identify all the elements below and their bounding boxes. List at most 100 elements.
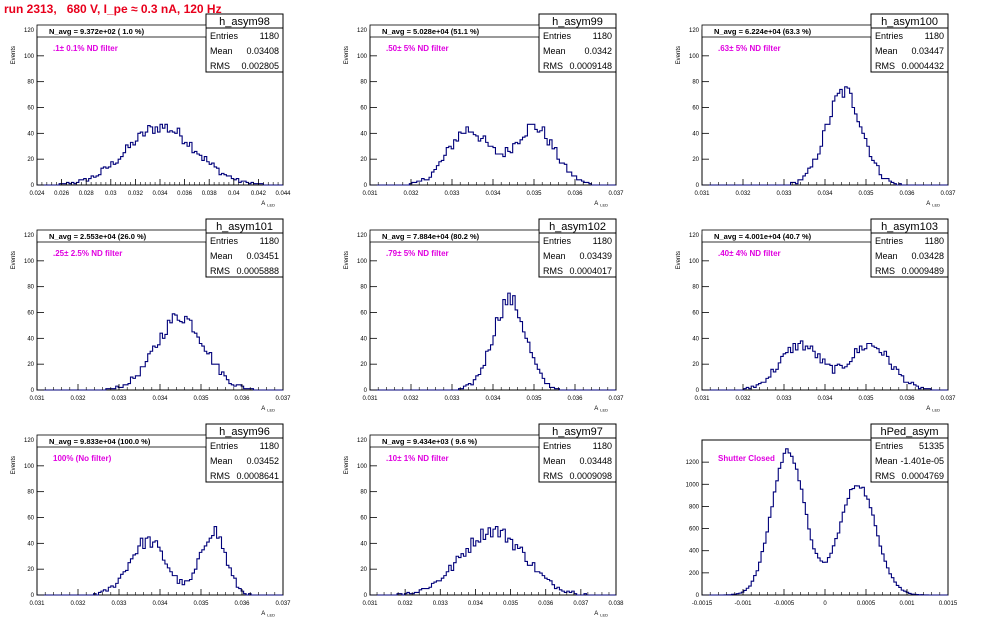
x-tick-label: 0.033 — [444, 396, 460, 402]
panel-h_asym101: 0.031 0.032 0.033 0.034 0.035 0.036 0.037 0 20 40… — [11, 218, 291, 413]
navg-label: N_avg = 4.001e+04 (40.7 %) — [714, 232, 812, 241]
histogram-bins — [37, 123, 283, 186]
x-tick-label: 0.032 — [735, 191, 751, 197]
x-tick-label: 0.031 — [694, 396, 710, 402]
filter-annotation: .79± 5% ND filter — [386, 249, 449, 258]
y-tick-label: 20 — [692, 362, 699, 368]
filter-annotation: .50± 5% ND filter — [386, 44, 449, 53]
filter-annotation: 100% (No filter) — [53, 454, 112, 463]
y-tick-label: 40 — [27, 131, 34, 137]
stats-box — [870, 27, 949, 73]
x-tick-label: 0.034 — [152, 191, 168, 197]
y-tick-label: 0 — [31, 388, 35, 394]
x-tick-label: 0.031 — [362, 396, 378, 402]
stat-value: 1180 — [260, 31, 279, 41]
x-tick-label: 0.033 — [444, 191, 460, 197]
y-tick-label: 400 — [689, 549, 700, 555]
filter-annotation: .1± 0.1% ND filter — [53, 44, 118, 53]
x-tick-label: 0.033 — [111, 601, 127, 607]
y-tick-label: 60 — [360, 516, 367, 522]
x-tick-label: 0.034 — [152, 396, 168, 402]
y-tick-label: 40 — [360, 336, 367, 342]
stat-label: RMS — [875, 61, 895, 71]
x-tick-label: 0.034 — [485, 191, 501, 197]
stat-value: 0.002805 — [241, 61, 279, 71]
y-tick-label: 100 — [24, 259, 35, 265]
x-tick-label: 0 — [823, 601, 827, 607]
panel-h_asym96: 0.031 0.032 0.033 0.034 0.035 0.036 0.037 0 20 40… — [11, 423, 291, 618]
y-tick-label: 0 — [696, 593, 700, 599]
y-tick-label: 20 — [360, 567, 367, 573]
y-axis-label: Events — [11, 456, 17, 474]
y-tick-label: 120 — [357, 438, 368, 444]
y-tick-label: 0 — [31, 183, 35, 189]
histogram-bins — [370, 123, 616, 186]
histogram-bins — [702, 448, 948, 596]
x-tick-label: 0.037 — [573, 601, 589, 607]
y-tick-label: 120 — [357, 233, 368, 239]
x-tick-label: 0.033 — [111, 396, 127, 402]
y-tick-label: 20 — [27, 567, 34, 573]
navg-box — [701, 229, 872, 243]
histogram-name: h_asym101 — [216, 221, 273, 233]
x-axis-label-subscript: LED — [600, 613, 608, 618]
x-tick-label: -0.0005 — [774, 601, 795, 607]
y-tick-label: 40 — [360, 541, 367, 547]
x-tick-label: 0.035 — [858, 396, 874, 402]
navg-label: N_avg = 7.884e+04 (80.2 %) — [382, 232, 480, 241]
y-axis-label: Events — [11, 251, 17, 269]
y-tick-label: 60 — [692, 106, 699, 112]
x-axis-label: A LED — [594, 406, 608, 413]
stat-label: RMS — [543, 61, 563, 71]
x-tick-label: 0.037 — [275, 396, 291, 402]
stat-value: 0.0009148 — [569, 61, 612, 71]
stat-label: Mean — [543, 251, 566, 261]
histogram-bins — [370, 292, 616, 391]
stat-value: 0.0342 — [584, 46, 612, 56]
x-tick-label: 0.037 — [940, 191, 956, 197]
y-axis-label: Events — [344, 251, 350, 269]
x-axis-label: A LED — [261, 611, 275, 618]
stat-label: RMS — [543, 266, 563, 276]
x-tick-label: 0.032 — [403, 191, 419, 197]
navg-box — [36, 24, 207, 38]
y-tick-label: 20 — [27, 157, 34, 163]
y-tick-label: 80 — [27, 80, 34, 86]
y-tick-label: 100 — [689, 54, 700, 60]
stat-value: 1180 — [925, 31, 944, 41]
stat-value: 0.03439 — [579, 251, 612, 261]
y-axis-label: Events — [344, 456, 350, 474]
stat-value: 0.0009098 — [569, 471, 612, 481]
histogram-name: h_asym97 — [552, 426, 603, 438]
x-tick-label: 0.033 — [433, 601, 449, 607]
x-tick-label: 0.032 — [128, 191, 144, 197]
y-tick-label: 40 — [692, 131, 699, 137]
stats-box — [205, 27, 284, 73]
stat-value: 0.0005888 — [236, 266, 279, 276]
x-tick-label: 0.036 — [899, 191, 915, 197]
histogram-name: h_asym98 — [219, 16, 270, 28]
histogram-bins — [702, 86, 948, 186]
x-tick-label: -0.0015 — [692, 601, 713, 607]
stat-label: Entries — [210, 441, 239, 451]
y-tick-label: 60 — [27, 516, 34, 522]
histogram-name: h_asym99 — [552, 16, 603, 28]
histogram-bins — [37, 525, 283, 596]
stat-label: Mean — [875, 251, 898, 261]
y-tick-label: 1000 — [686, 482, 700, 488]
histogram-name: h_asym102 — [549, 221, 606, 233]
stat-label: RMS — [875, 266, 895, 276]
y-tick-label: 40 — [27, 541, 34, 547]
y-tick-label: 80 — [692, 285, 699, 291]
x-tick-label: 0.024 — [29, 191, 45, 197]
x-tick-label: 0.044 — [275, 191, 291, 197]
x-tick-label: 0.0015 — [939, 601, 958, 607]
navg-box — [36, 229, 207, 243]
filter-annotation: .63± 5% ND filter — [718, 44, 781, 53]
y-tick-label: 1200 — [686, 460, 700, 466]
stat-value: 0.0009489 — [901, 266, 944, 276]
x-tick-label: 0.035 — [503, 601, 519, 607]
x-tick-label: 0.031 — [29, 396, 45, 402]
stat-label: RMS — [543, 471, 563, 481]
x-tick-label: 0.032 — [403, 396, 419, 402]
